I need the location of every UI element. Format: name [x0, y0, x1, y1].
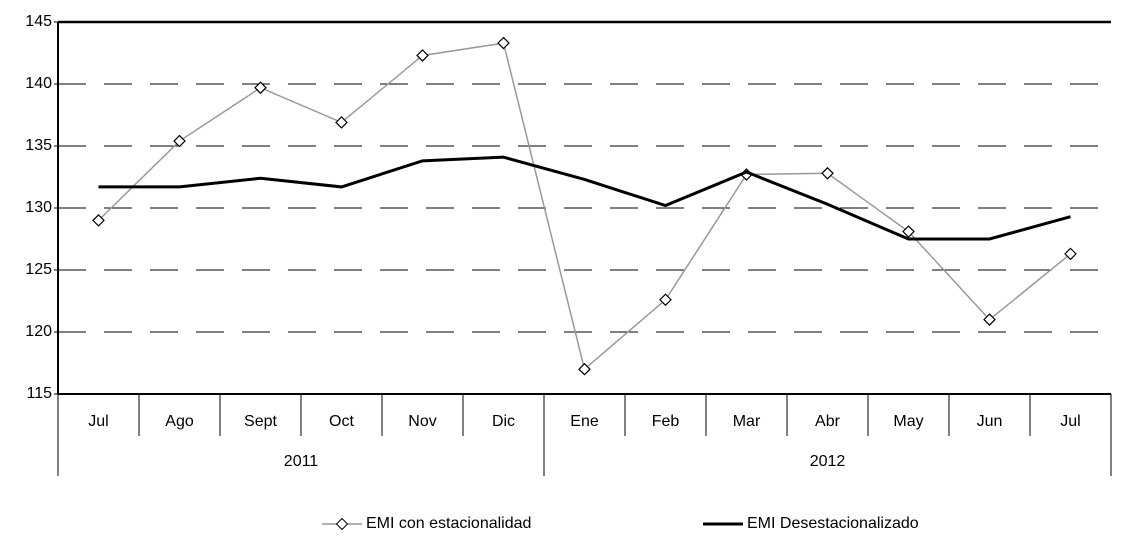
y-tick-label: 125 [25, 261, 52, 278]
data-point [659, 293, 672, 307]
y-tick-label: 115 [26, 385, 52, 402]
legend-marker [335, 517, 349, 531]
data-point [497, 36, 510, 50]
series-line [97, 42, 1071, 371]
x-tick-label: Jul [1060, 413, 1080, 430]
data-point [173, 134, 186, 148]
x-tick-label: Dic [492, 413, 515, 430]
x-tick-label: Sept [244, 413, 277, 430]
data-point [254, 81, 267, 95]
legend-label: EMI Desestacionalizado [747, 515, 919, 532]
data-point [821, 166, 834, 180]
x-tick-label: May [893, 413, 923, 430]
x-group-label: 2012 [810, 453, 846, 470]
x-tick-label: Jun [977, 413, 1003, 430]
y-tick-label: 145 [25, 13, 52, 30]
x-tick-label: Mar [733, 413, 761, 430]
y-tick-label: 135 [25, 137, 52, 154]
y-tick-label: 130 [25, 199, 52, 216]
series-line [98, 155, 1071, 241]
data-point [983, 313, 996, 326]
data-point [416, 49, 429, 62]
x-tick-label: Abr [815, 413, 841, 430]
data-point [578, 362, 591, 376]
data-point [92, 214, 105, 227]
x-tick-label: Jul [88, 413, 108, 430]
data-point [335, 116, 348, 129]
y-tick-label: 140 [25, 75, 52, 92]
data-point [902, 225, 915, 238]
x-tick-label: Ene [570, 413, 599, 430]
x-tick-label: Ago [165, 413, 194, 430]
x-tick-label: Nov [408, 413, 436, 430]
data-point [1064, 247, 1077, 261]
x-tick-label: Feb [652, 413, 680, 430]
legend-label: EMI con estacionalidad [366, 515, 531, 532]
x-tick-label: Oct [329, 413, 354, 430]
x-group-label: 2011 [284, 453, 319, 470]
y-tick-label: 120 [25, 323, 52, 340]
